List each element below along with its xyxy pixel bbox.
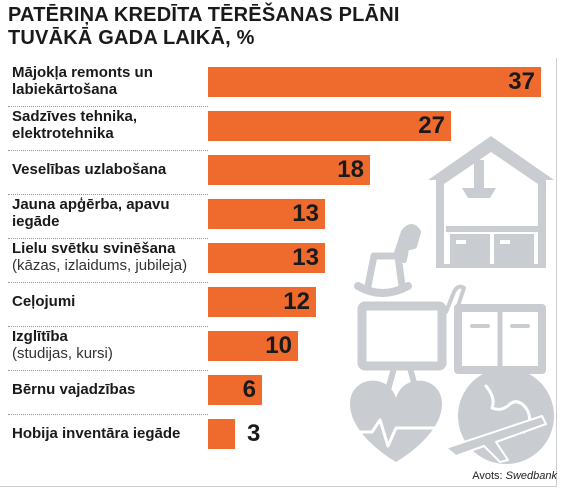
category-subtitle: (studijas, kursi): [12, 345, 113, 362]
category-label: Veselības uzlabošana: [12, 147, 208, 191]
source-note: Avots: Swedbank: [472, 470, 557, 482]
value-label: 12: [283, 288, 310, 315]
value-label: 27: [418, 112, 445, 139]
category-subtitle: (kāzas, izlaidums, jubileja): [12, 257, 188, 274]
bar: [208, 243, 325, 273]
cabinet-icon: [454, 304, 546, 374]
bar: [208, 67, 541, 97]
row-separator: [8, 370, 208, 371]
value-label: 13: [292, 200, 319, 227]
value-label: 13: [292, 244, 319, 271]
category-name: Hobija inventāra iegāde: [12, 424, 181, 442]
source-name: Swedbank: [505, 470, 557, 482]
category-label: Izglītība (studijas, kursi): [12, 323, 208, 367]
value-label: 37: [508, 68, 535, 95]
monitor-icon: [357, 301, 447, 393]
rocking-horse-icon: [354, 224, 421, 297]
category-name: Jauna apģērba, apavu iegāde: [12, 196, 170, 230]
category-label: Ceļojumi: [12, 279, 208, 323]
category-name: Mājokļa remonts un labiekārtošana: [12, 64, 153, 98]
category-name: Lielu svētku svinēšana: [12, 240, 176, 257]
category-label: Sadzīves tehnika, elektrotehnika: [12, 103, 208, 147]
bar: [208, 111, 451, 141]
heartbeat-icon: [348, 418, 444, 448]
bar: [208, 155, 370, 185]
bar: [208, 331, 298, 361]
paperclip-icon: [444, 284, 466, 314]
category-name: Veselības uzlabošana: [12, 160, 167, 178]
category-name: Sadzīves tehnika, elektrotehnika: [12, 108, 138, 142]
bar: [208, 287, 316, 317]
airplane-icon: [445, 415, 547, 463]
value-label: 3: [247, 420, 261, 447]
category-label: Mājokļa remonts un labiekārtošana: [12, 59, 208, 103]
chart-title: PATĒRIŅA KREDĪTA TĒRĒŠANAS PLĀNI TUVĀKĀ …: [8, 4, 400, 49]
category-name: Izglītība: [12, 328, 68, 345]
bar: [208, 419, 235, 449]
source-label: Avots:: [472, 470, 503, 482]
value-label: 6: [242, 376, 256, 403]
row-separator: [8, 414, 208, 415]
row-separator: [8, 282, 208, 283]
heart-icon: [350, 380, 442, 462]
row-separator: [8, 194, 208, 195]
bar: [208, 375, 262, 405]
row-separator: [8, 238, 208, 239]
category-label: Lielu svētku svinēšana (kāzas, izlaidums,…: [12, 235, 208, 279]
category-label: Bērnu vajadzības: [12, 367, 208, 411]
value-label: 10: [265, 332, 292, 359]
category-label: Jauna apģērba, apavu iegāde: [12, 191, 208, 235]
category-name: Ceļojumi: [12, 292, 76, 310]
category-label: Hobija inventāra iegāde: [12, 411, 208, 455]
value-label: 18: [337, 156, 364, 183]
row-separator: [8, 106, 208, 107]
chart-frame: [0, 58, 557, 487]
background-illustration: [348, 136, 554, 464]
category-name: Bērnu vajadzības: [12, 380, 136, 398]
row-separator: [8, 326, 208, 327]
row-separator: [8, 150, 208, 151]
bar: [208, 199, 325, 229]
house-icon: [428, 136, 554, 268]
